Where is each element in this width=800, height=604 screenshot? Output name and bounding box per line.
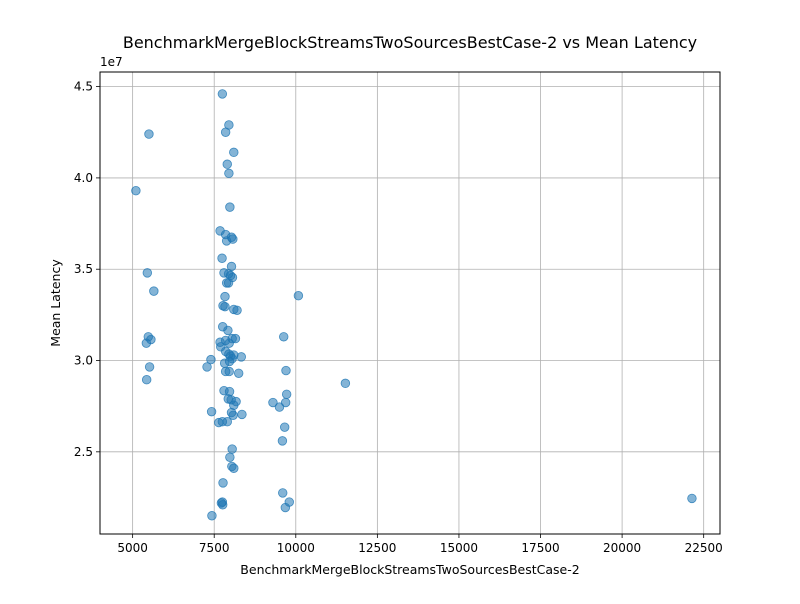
data-point [228,234,238,244]
data-point [219,358,230,368]
data-point [229,147,239,158]
y-tick-label: 3.0 [74,354,93,368]
data-point [131,185,141,196]
data-point [231,396,241,407]
data-point [293,290,304,301]
data-point [225,452,235,463]
data-point [217,500,228,510]
data-point [279,422,290,432]
data-point [268,397,278,408]
data-point [224,168,234,179]
data-point [146,334,156,345]
data-point [220,127,231,137]
data-point [206,354,216,365]
data-point [220,366,231,377]
data-point [149,286,159,296]
y-tick-label: 4.5 [74,80,93,94]
data-point [237,409,247,420]
data-point [222,416,232,427]
y-tick-label: 4.0 [74,171,93,185]
data-point [223,325,233,336]
data-point [207,511,217,521]
data-point [233,368,244,379]
data-point [217,89,228,99]
data-point [236,352,246,362]
data-point [279,332,289,342]
data-point [220,291,230,302]
data-point [217,253,227,263]
data-point [144,362,155,372]
data-point [227,444,237,454]
data-point [229,463,239,473]
x-tick-label: 5000 [117,541,148,555]
data-point [280,502,291,513]
y-axis-label: Mean Latency [48,259,63,347]
data-point [142,268,153,278]
grid-lines [100,72,720,534]
data-point [144,129,154,139]
data-point [281,365,291,376]
plot-frame [99,71,721,535]
data-points [131,89,697,521]
x-tick-label: 7500 [199,541,230,555]
x-tick-label: 22500 [685,541,723,555]
y-axis-offset-label: 1e7 [100,55,123,69]
data-point [206,406,217,417]
data-point [222,159,232,169]
y-tick-label: 3.5 [74,262,93,276]
data-point [281,389,292,400]
x-tick-label: 20000 [603,541,641,555]
data-point [225,202,235,212]
x-tick-label: 10000 [277,541,315,555]
y-tick-label: 2.5 [74,445,93,459]
data-point [220,301,230,312]
data-point [274,402,285,412]
x-tick-label: 12500 [358,541,396,555]
x-axis-ticks: 5000 7500 10000 12500 15000 17500 20000 22500 [117,534,723,555]
chart-title: BenchmarkMergeBlockStreamsTwoSourcesBest… [123,33,697,52]
data-point [141,374,152,385]
data-point [218,478,228,488]
data-point [202,362,212,372]
data-point [280,397,291,408]
x-tick-label: 15000 [440,541,478,555]
data-point [687,493,697,504]
data-point [340,378,351,389]
data-point [230,333,241,344]
data-point [277,436,288,446]
data-point [278,488,288,498]
x-tick-label: 17500 [521,541,559,555]
data-point [223,278,234,288]
x-axis-label: BenchmarkMergeBlockStreamsTwoSourcesBest… [240,562,579,577]
data-point [232,305,242,316]
y-axis-ticks: 2.5 3.0 3.5 4.0 4.5 [74,80,100,459]
